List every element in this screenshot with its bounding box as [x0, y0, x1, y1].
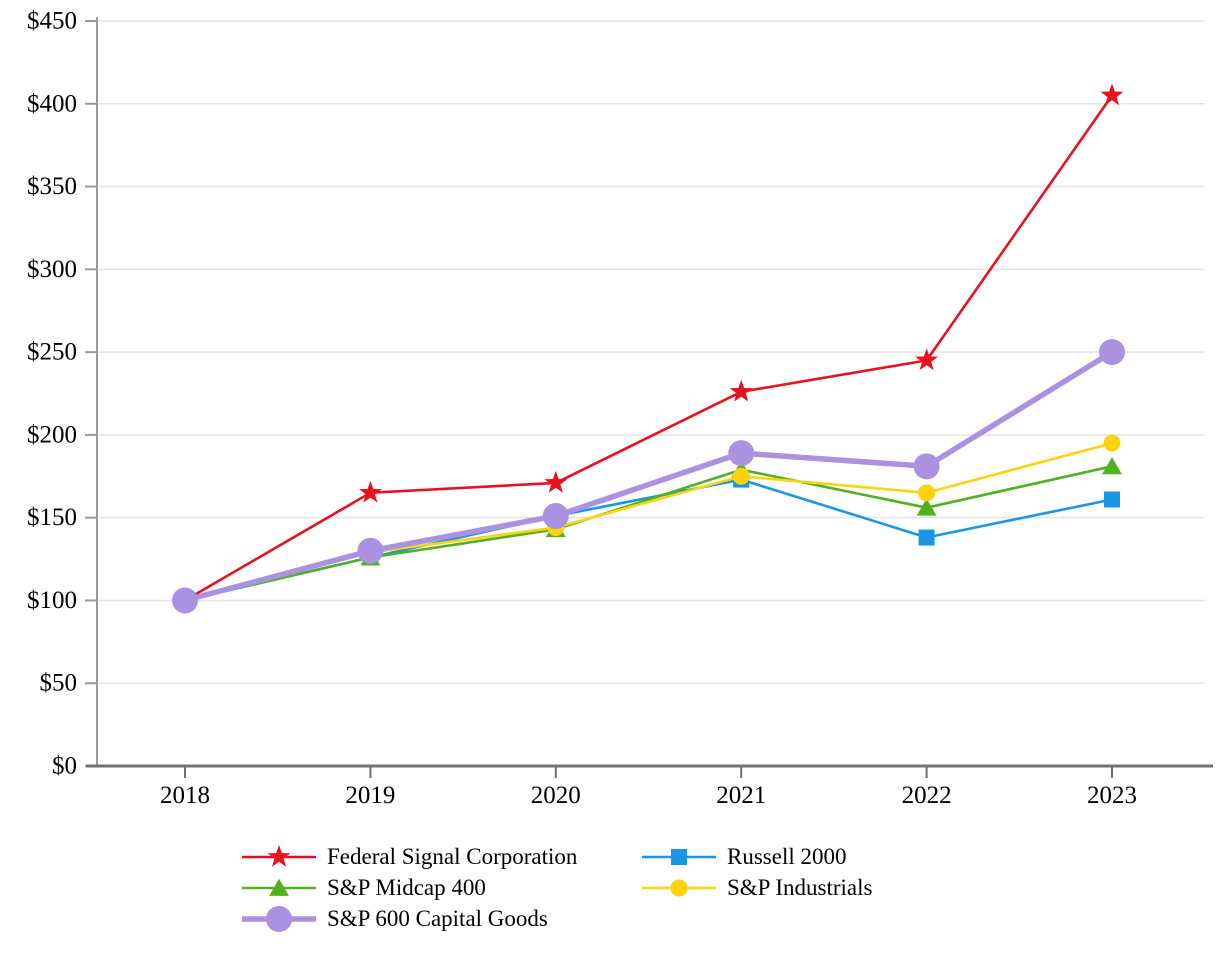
- y-tick-label: $100: [27, 587, 77, 614]
- x-tick-label: 2021: [716, 782, 766, 809]
- x-tick-label: 2018: [160, 782, 210, 809]
- line-chart-plot: $0 $50 $100 $150 $200 $250 $300 $350 $400 $450 201…: [27, 8, 1213, 809]
- y-tick-label: $400: [27, 90, 77, 117]
- legend-item-federal-signal-corporation: Federal Signal Corporation: [240, 844, 640, 870]
- legend-label: Russell 2000: [727, 844, 847, 869]
- y-tick-label: $50: [40, 670, 78, 697]
- y-tick-label: $350: [27, 173, 77, 200]
- x-tick-label: 2023: [1087, 782, 1137, 809]
- series-s-p-600-capital-goods: [172, 339, 1125, 614]
- legend-item-russell-2000: Russell 2000: [640, 844, 872, 870]
- legend-marker-circle-icon: [642, 879, 716, 897]
- data-point-s-p-600-capital-goods-2022: [913, 453, 940, 480]
- legend-marker-star-icon: [242, 845, 316, 867]
- legend-marker-triangle-icon: [242, 878, 316, 896]
- legend-label: S&P 600 Capital Goods: [327, 906, 548, 931]
- legend-label: S&P Industrials: [727, 875, 873, 900]
- legend-label: S&P Midcap 400: [327, 875, 486, 900]
- x-tick-label: 2020: [531, 782, 581, 809]
- legend-label: Federal Signal Corporation: [327, 844, 578, 869]
- data-point-russell-2000-2022: [918, 529, 935, 546]
- data-point-federal-signal-corporation-2019: [358, 480, 382, 503]
- y-axis-labels: $0 $50 $100 $150 $200 $250 $300 $350 $400 $450: [27, 8, 77, 780]
- data-point-federal-signal-corporation-2023: [1100, 83, 1124, 106]
- y-axis: [85, 17, 98, 767]
- x-axis-labels: 2018 2019 2020 2021 2022 2023: [160, 782, 1137, 809]
- data-point-russell-2000-2023: [1104, 491, 1120, 508]
- legend-marker-circle-icon: [242, 906, 316, 932]
- data-point-s-p-midcap-400-2022: [916, 498, 937, 516]
- data-point-s-p-600-capital-goods-2019: [357, 537, 384, 564]
- x-axis: [86, 764, 1213, 778]
- data-point-federal-signal-corporation-2021: [729, 379, 753, 402]
- series-federal-signal-corporation: [173, 83, 1124, 611]
- data-point-s-p-industrials-2023: [1103, 434, 1121, 452]
- y-tick-label: $300: [27, 256, 77, 283]
- data-point-federal-signal-corporation-2022: [915, 348, 939, 371]
- x-tick-label: 2019: [345, 782, 395, 809]
- legend-item-s-p-600-capital-goods: S&P 600 Capital Goods: [240, 906, 640, 932]
- data-point-s-p-600-capital-goods-2018: [172, 587, 198, 614]
- y-tick-label: $250: [27, 339, 77, 366]
- data-point-s-p-600-capital-goods-2021: [728, 440, 755, 467]
- legend-marker-square-icon: [642, 849, 716, 865]
- data-point-s-p-600-capital-goods-2023: [1099, 339, 1125, 366]
- y-tick-label: $0: [52, 753, 77, 780]
- legend-item-s-p-industrials: S&P Industrials: [640, 875, 872, 901]
- data-point-s-p-industrials-2022: [918, 484, 936, 502]
- y-tick-label: $150: [27, 504, 77, 531]
- y-tick-label: $450: [27, 8, 77, 35]
- data-point-s-p-industrials-2021: [732, 467, 750, 485]
- data-point-s-p-600-capital-goods-2020: [542, 503, 569, 530]
- y-tick-label: $200: [27, 421, 77, 448]
- series-russell-2000: [177, 471, 1120, 609]
- legend-item-s-p-midcap-400: S&P Midcap 400: [240, 875, 640, 901]
- data-point-federal-signal-corporation-2020: [544, 470, 568, 493]
- chart-legend: Federal Signal Corporation Russell 2000 S&…: [240, 844, 872, 932]
- gridlines: [97, 20, 1205, 684]
- x-tick-label: 2022: [902, 782, 952, 809]
- data-point-s-p-midcap-400-2023: [1102, 456, 1122, 475]
